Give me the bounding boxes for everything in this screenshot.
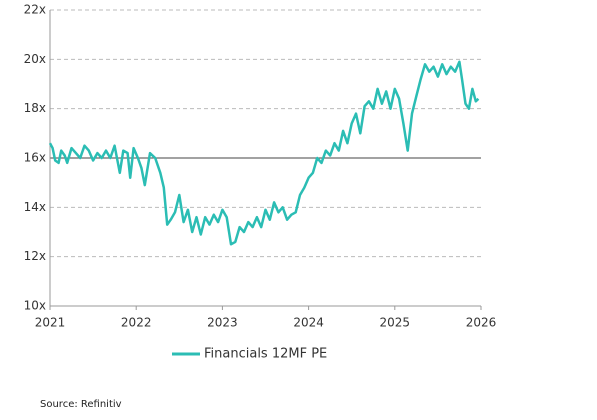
y-tick-label: 10x	[24, 299, 46, 313]
series-line	[48, 60, 480, 246]
x-tick-label: 2026	[466, 316, 497, 330]
x-tick-label: 2021	[35, 316, 66, 330]
y-tick-label: 22x	[24, 3, 46, 17]
y-tick-label: 16x	[24, 151, 46, 165]
source-note: Source: Refinitiv	[40, 399, 122, 410]
x-tick-label: 2023	[207, 316, 238, 330]
y-tick-label: 12x	[24, 249, 46, 263]
legend-label: Financials 12MF PE	[204, 347, 327, 362]
y-tick-label: 20x	[24, 52, 46, 66]
x-tick-label: 2022	[121, 316, 152, 330]
x-tick-label: 2024	[293, 316, 324, 330]
x-tick-label: 2025	[380, 316, 411, 330]
y-tick-label: 14x	[24, 200, 46, 214]
y-tick-label: 18x	[24, 101, 46, 115]
